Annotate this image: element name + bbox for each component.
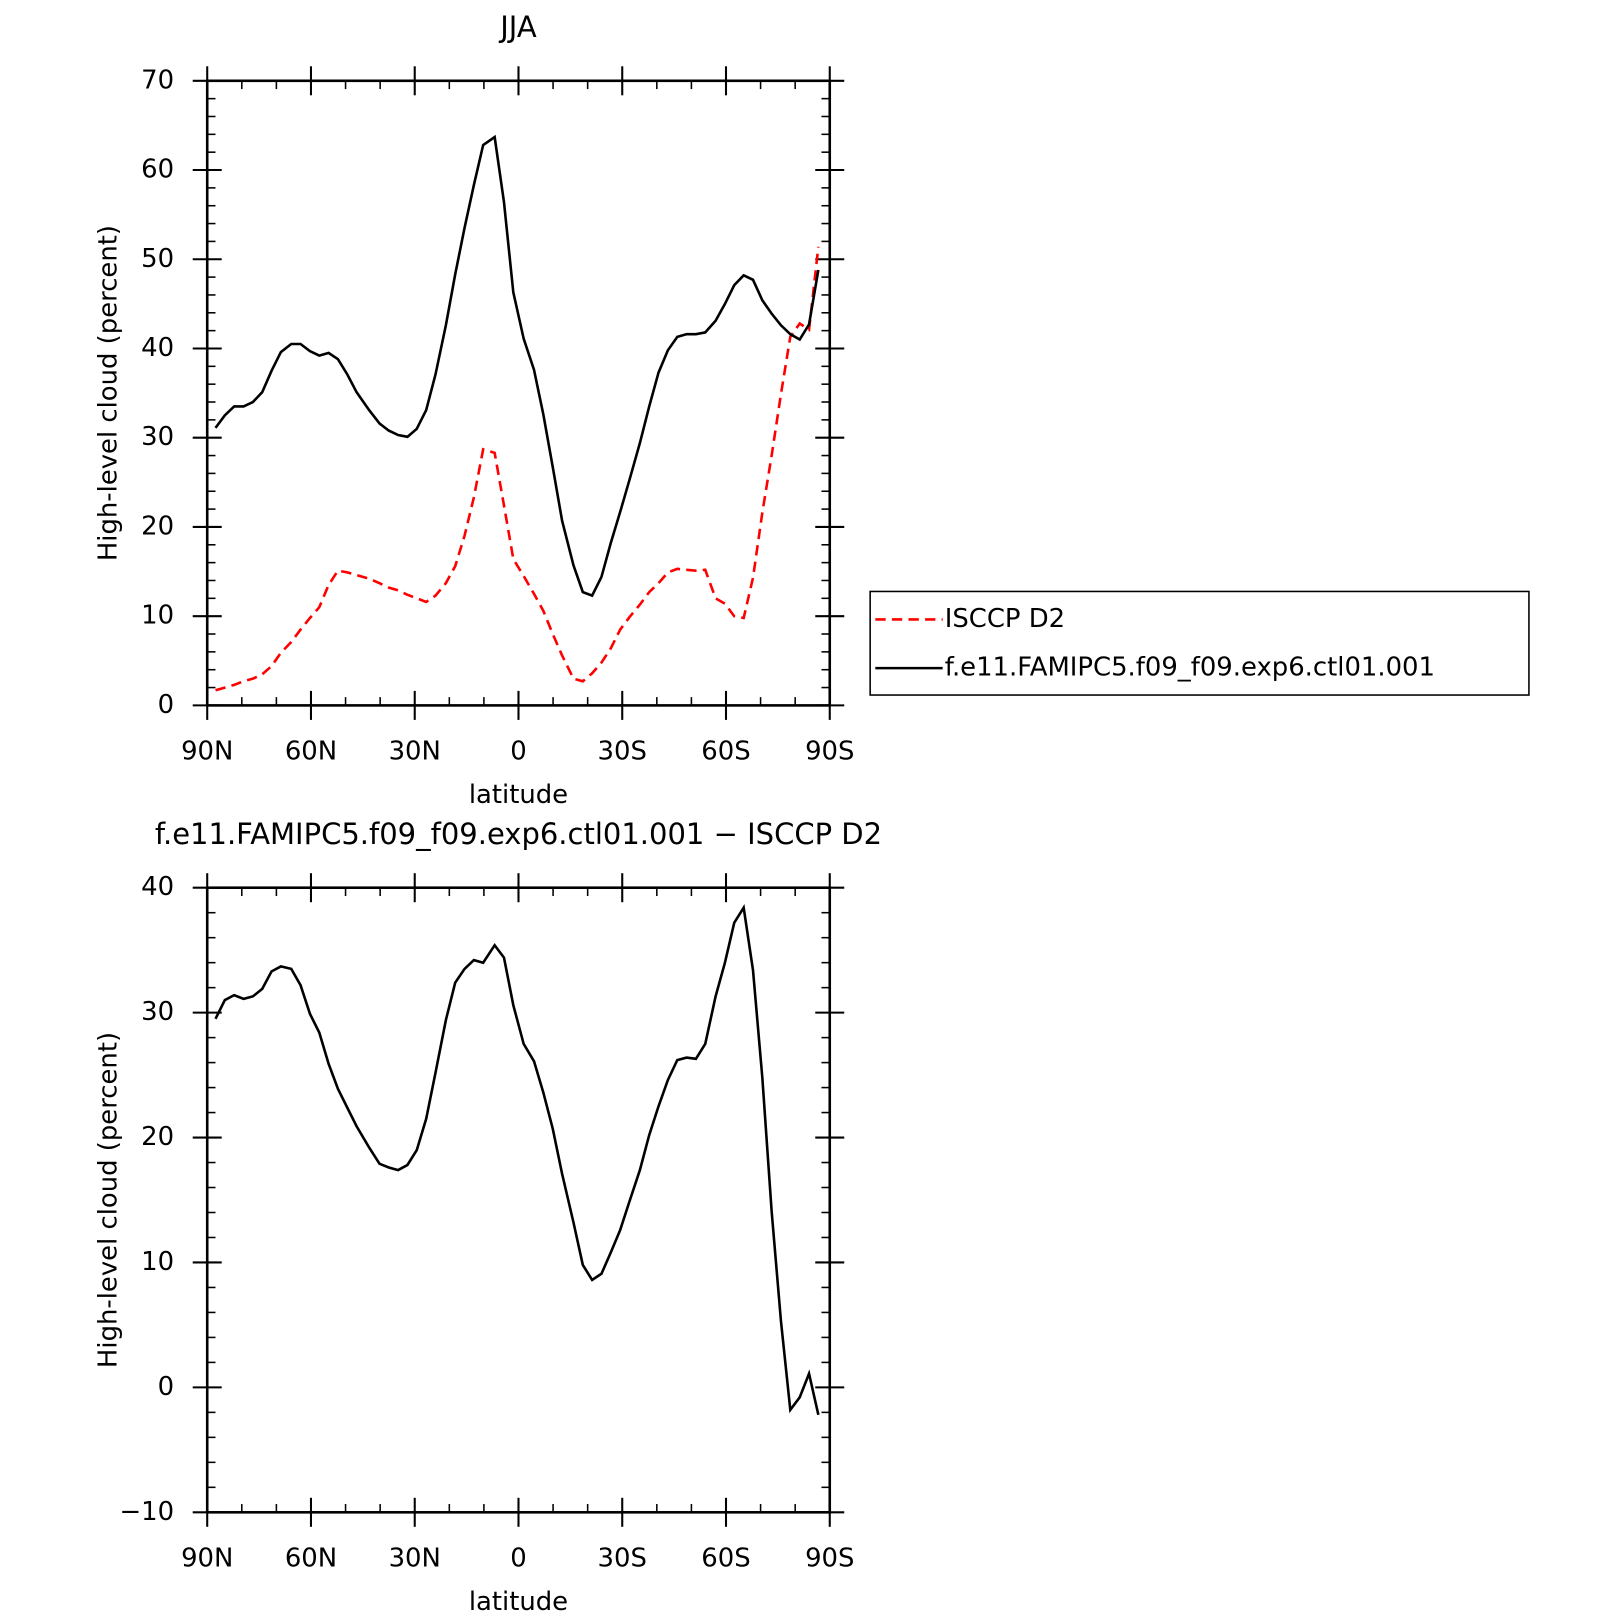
x-tick-label: 90N — [181, 737, 233, 767]
series-line — [214, 904, 820, 1416]
legend-box — [869, 590, 1530, 696]
y-tick-label: 40 — [141, 872, 174, 902]
plot-frame — [205, 79, 832, 707]
legend-label: ISCCP D2 — [945, 604, 1065, 634]
y-axis-label: High-level cloud (percent) — [93, 225, 123, 561]
y-tick-label: −10 — [119, 1497, 174, 1527]
chart-title: JJA — [498, 10, 537, 44]
x-tick-label: 60N — [285, 1543, 337, 1573]
x-tick-label: 90N — [181, 1543, 233, 1573]
y-tick-label: 0 — [158, 1372, 174, 1402]
y-tick-label: 20 — [141, 1122, 174, 1152]
x-tick-label: 60S — [701, 1543, 750, 1573]
y-tick-label: 60 — [141, 155, 174, 185]
y-tick-label: 40 — [141, 333, 174, 363]
y-tick-label: 0 — [158, 690, 174, 720]
y-tick-label: 10 — [141, 601, 174, 631]
x-tick-label: 30S — [598, 1543, 647, 1573]
y-tick-label: 30 — [141, 997, 174, 1027]
x-axis-label: latitude — [469, 780, 568, 810]
legend-label: f.e11.FAMIPC5.f09_f09.exp6.ctl01.001 — [945, 653, 1435, 683]
x-tick-label: 0 — [510, 737, 526, 767]
x-tick-label: 0 — [510, 1543, 526, 1573]
y-tick-label: 50 — [141, 244, 174, 274]
chart-title: f.e11.FAMIPC5.f09_f09.exp6.ctl01.001 − I… — [155, 817, 882, 851]
y-axis-label: High-level cloud (percent) — [93, 1032, 123, 1368]
y-tick-label: 70 — [141, 65, 174, 95]
x-tick-label: 60N — [285, 737, 337, 767]
x-tick-label: 30S — [598, 737, 647, 767]
x-tick-label: 30N — [389, 737, 441, 767]
y-tick-label: 30 — [141, 422, 174, 452]
series-line — [215, 246, 820, 692]
x-axis-label: latitude — [469, 1587, 568, 1617]
x-tick-label: 90S — [805, 737, 854, 767]
y-tick-label: 20 — [141, 511, 174, 541]
series-line — [214, 134, 820, 598]
y-tick-label: 10 — [141, 1247, 174, 1277]
x-tick-label: 90S — [805, 1543, 854, 1573]
x-tick-label: 30N — [389, 1543, 441, 1573]
plot-frame — [205, 886, 832, 1514]
x-tick-label: 60S — [701, 737, 750, 767]
